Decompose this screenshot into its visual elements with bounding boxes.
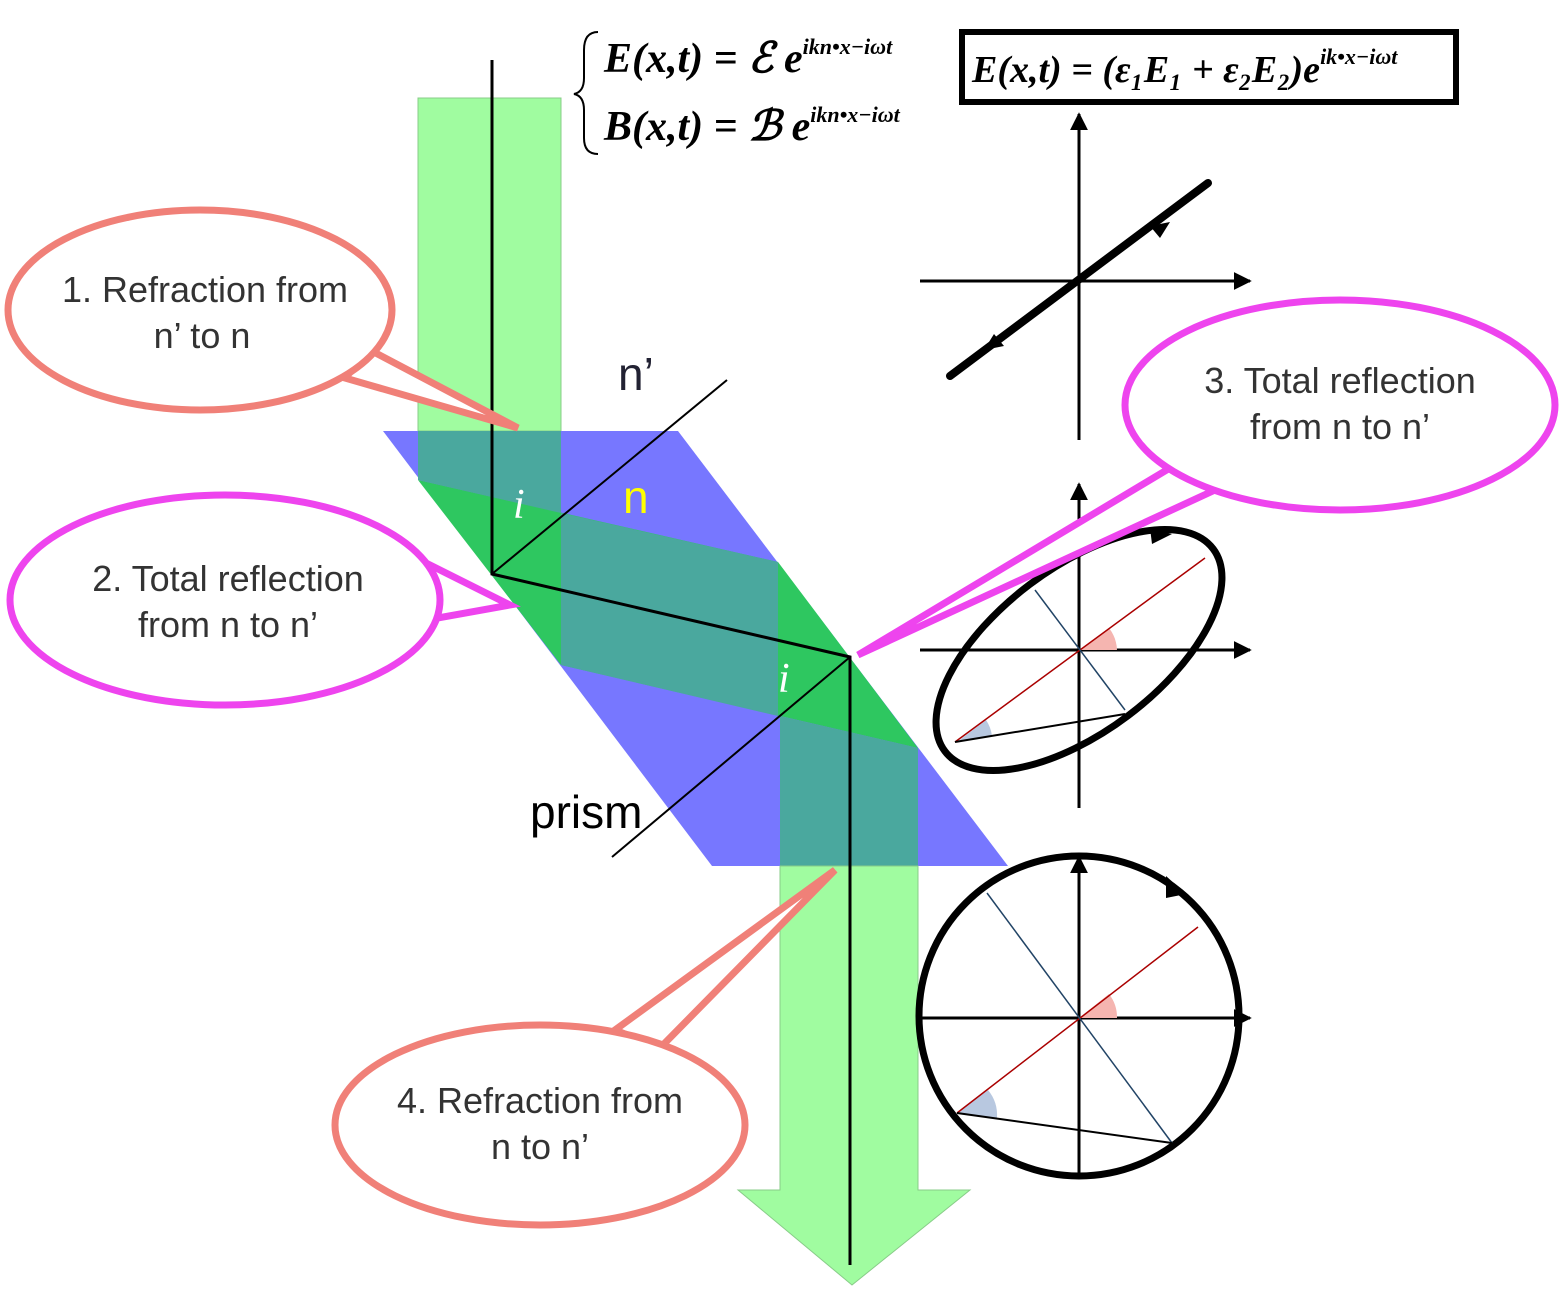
equation: E(x,t) = ℰ eikn•x−iωt xyxy=(603,34,893,82)
normal-line xyxy=(611,656,851,858)
label: prism xyxy=(530,786,642,838)
callout-bubble xyxy=(4,206,396,414)
brace xyxy=(573,31,599,155)
ray-path xyxy=(490,60,852,1265)
ray xyxy=(490,60,852,1265)
direction-arrow xyxy=(1166,876,1186,898)
equation: B(x,t) = ℬ eikn•x−iωt xyxy=(603,102,901,150)
equation-exponent: ik•x−iωt xyxy=(1320,44,1398,69)
angle-wedge xyxy=(957,1090,998,1118)
equation-exponent: ikn•x−iωt xyxy=(803,34,893,59)
callout-text: 4. Refraction from xyxy=(397,1080,683,1121)
equation-box xyxy=(959,29,1459,105)
minor-axis xyxy=(1034,589,1126,711)
equation-main: E(x,t) = (ε₁E₁ + ε₂E₂)e xyxy=(971,49,1320,91)
chord xyxy=(954,713,1126,743)
angle-label: i xyxy=(778,656,790,702)
callout-text: from n to n’ xyxy=(138,604,318,645)
callout-text: 1. Refraction from xyxy=(62,269,348,310)
equation-main: E(x,t) = ℰ e xyxy=(603,36,803,82)
chord xyxy=(956,1112,1173,1144)
callout-bubble xyxy=(331,1021,749,1229)
callout xyxy=(4,206,1559,1229)
equation-main: B(x,t) = ℬ e xyxy=(603,104,810,150)
outgoing-beam xyxy=(736,865,972,1286)
normal-line xyxy=(491,379,728,575)
normals xyxy=(491,379,851,858)
beam-overlap xyxy=(418,431,561,513)
callout-bubble xyxy=(1121,296,1559,514)
callout-text: n’ to n xyxy=(154,315,251,356)
equation-exponent: ikn•x−iωt xyxy=(810,102,900,127)
elliptical-polarization xyxy=(932,526,1226,774)
callout-tail xyxy=(856,457,1222,659)
equation: E(x,t) = (ε₁E₁ + ε₂E₂)eik•x−iωt xyxy=(971,44,1398,91)
callout-bubble xyxy=(6,491,444,709)
incoming-beam xyxy=(417,97,562,432)
angle-label: i xyxy=(513,482,525,528)
label: n xyxy=(623,471,649,523)
label: n’ xyxy=(618,348,654,400)
direction-arrow xyxy=(1150,528,1172,544)
callout-text: n to n’ xyxy=(491,1126,589,1167)
major-axis xyxy=(956,926,1199,1114)
callout-text: 3. Total reflection xyxy=(1204,360,1476,401)
callout-text: 2. Total reflection xyxy=(92,558,364,599)
callout-text: from n to n’ xyxy=(1250,406,1430,447)
minor-axis xyxy=(986,892,1173,1144)
circular-polarization xyxy=(915,852,1243,1180)
